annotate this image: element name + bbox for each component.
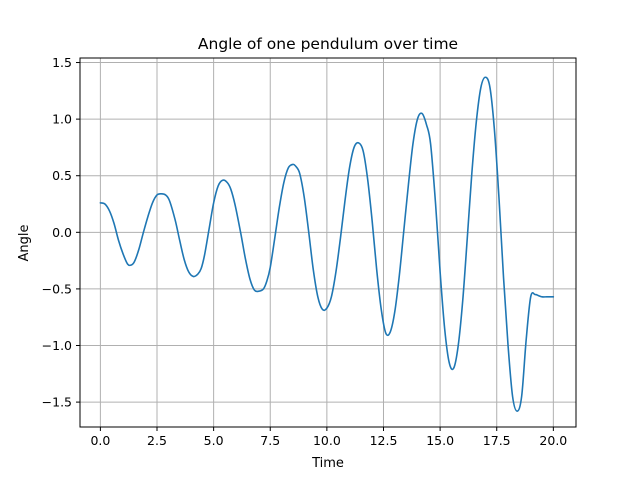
plot-frame: [79, 57, 577, 428]
x-tick-label: 17.5: [483, 433, 511, 448]
y-tick-label: −1.0: [42, 338, 72, 353]
chart-title: Angle of one pendulum over time: [198, 35, 458, 53]
x-tick-label: 10.0: [313, 433, 341, 448]
x-tick-label: 5.0: [204, 433, 224, 448]
y-tick-label: 1.5: [52, 55, 72, 70]
y-tick-label: 1.0: [52, 112, 72, 127]
x-tick-label: 12.5: [370, 433, 398, 448]
y-tick-label: −1.5: [42, 395, 72, 410]
y-tick-label: −0.5: [42, 281, 72, 296]
x-tick-label: 0.0: [90, 433, 110, 448]
x-tick-label: 2.5: [147, 433, 167, 448]
series-line: [99, 76, 555, 412]
y-tick-label: 0.0: [52, 225, 72, 240]
y-tick-label: 0.5: [52, 168, 72, 183]
x-axis-label: Time: [311, 456, 344, 471]
x-tick-label: 20.0: [539, 433, 567, 448]
y-axis-label: Angle: [17, 225, 32, 262]
ticks: 0.0 2.5 5.0 7.5 10.0 12.5 15.0 17.5 20.0 1.5 1.0 0.…: [42, 55, 568, 448]
x-tick-label: 7.5: [260, 433, 280, 448]
series-layer: [99, 76, 555, 412]
grid: [80, 58, 576, 427]
x-tick-label: 15.0: [426, 433, 454, 448]
